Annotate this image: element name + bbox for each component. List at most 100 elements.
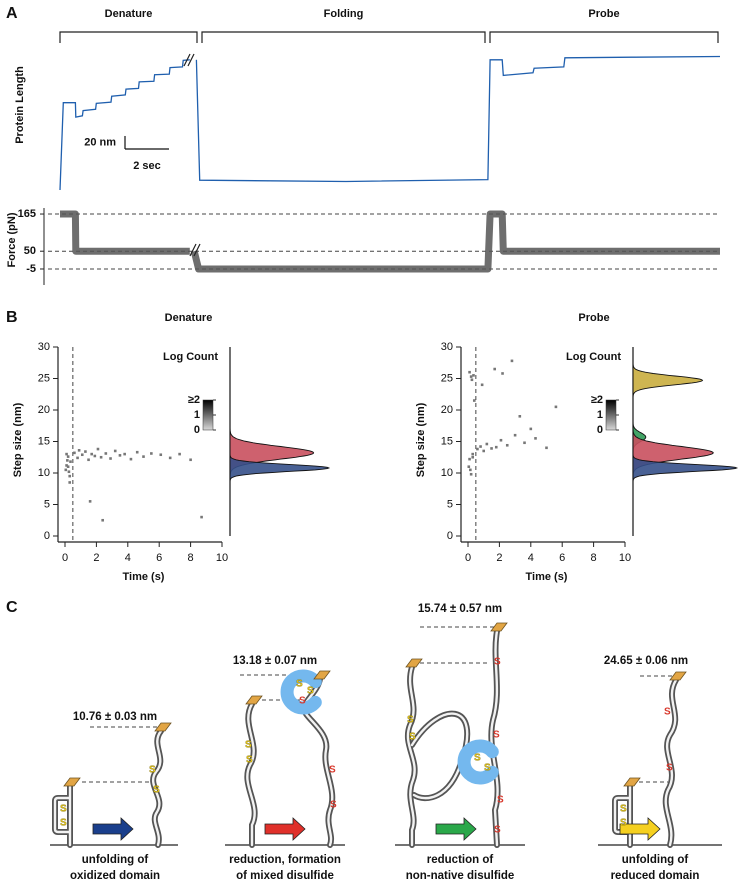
colorbar-label: 1 xyxy=(194,409,200,421)
scatter-point xyxy=(64,468,68,472)
scatter-point xyxy=(472,399,476,402)
y-tick-label: 0 xyxy=(447,530,453,542)
scatter-point xyxy=(87,458,90,462)
scatter-point xyxy=(68,481,72,484)
protein-chain xyxy=(55,786,70,845)
x-tick-label: 4 xyxy=(125,552,131,564)
colorbar xyxy=(605,399,617,431)
scatter-point xyxy=(76,456,79,460)
x-tick-label: 6 xyxy=(156,552,162,564)
y-tick-label: 10 xyxy=(441,467,453,479)
phase-bracket xyxy=(489,31,719,43)
histogram-fit xyxy=(632,347,739,536)
scatter-point xyxy=(109,457,112,460)
scatter-point xyxy=(104,452,108,455)
x-tick-label: 8 xyxy=(591,552,597,564)
sulfur: S xyxy=(474,753,481,764)
step-distance: 15.74 ± 0.57 nm xyxy=(418,603,502,615)
scatter-point xyxy=(142,455,145,458)
step-distance: 24.65 ± 0.06 nm xyxy=(604,655,688,667)
sulfur: S xyxy=(153,785,160,796)
scatter-point xyxy=(545,446,548,450)
step-caption: unfolding of xyxy=(622,854,689,866)
colorbar-label: 1 xyxy=(597,409,603,421)
scatter-point xyxy=(472,374,475,377)
sulfur: S xyxy=(409,732,416,743)
attachment xyxy=(405,658,423,668)
sulfur: S xyxy=(497,795,504,806)
scatter-point xyxy=(101,518,104,522)
colorbar-label: 0 xyxy=(597,424,603,436)
attachment xyxy=(669,671,687,681)
x-tick-label: 4 xyxy=(528,552,534,564)
chart-title: Probe xyxy=(578,312,609,324)
scatter-point xyxy=(90,452,93,456)
scatter-point xyxy=(77,449,81,452)
phase-label: Probe xyxy=(588,8,619,20)
panel-label: A xyxy=(6,5,18,22)
sulfur: S xyxy=(246,755,253,766)
y-tick-label: -5 xyxy=(26,263,36,275)
sulfur: S xyxy=(664,707,671,718)
scatter-point xyxy=(501,372,504,375)
colorbar-label: ≥2 xyxy=(188,394,200,406)
y-axis-label: Force (pN) xyxy=(6,212,18,267)
y-tick-label: 15 xyxy=(38,435,50,447)
x-axis-label: Time (s) xyxy=(123,571,165,583)
arrow xyxy=(92,817,134,841)
scatter-point xyxy=(490,447,493,450)
scatter-point xyxy=(479,445,482,448)
sulfur: S xyxy=(60,818,67,829)
colorbar-label: ≥2 xyxy=(591,394,603,406)
scatter-point xyxy=(66,455,70,458)
attachment xyxy=(490,622,508,632)
y-axis-label: Step size (nm) xyxy=(12,402,24,477)
scatter-point xyxy=(510,359,514,363)
panel-label: C xyxy=(6,599,18,616)
scatter-point xyxy=(468,457,471,461)
step-caption: reduction of xyxy=(427,854,494,866)
attachment xyxy=(63,777,81,787)
scatter-point xyxy=(480,383,484,387)
protein-chain-group xyxy=(615,777,641,845)
scatter-point xyxy=(99,455,103,459)
scatter-point xyxy=(168,456,172,460)
scatter-point xyxy=(494,445,498,449)
phase-bracket xyxy=(59,31,198,43)
scatter-point xyxy=(499,438,503,442)
scatter-point xyxy=(523,441,526,445)
scatter-point xyxy=(65,464,68,467)
scatter-point xyxy=(123,452,126,456)
y-tick-label: 5 xyxy=(44,498,50,510)
x-tick-label: 10 xyxy=(619,552,631,564)
scatter-point xyxy=(493,367,496,371)
phase-label: Folding xyxy=(324,8,364,20)
y-tick-label: 10 xyxy=(38,467,50,479)
arrow xyxy=(264,817,306,841)
x-tick-label: 8 xyxy=(188,552,194,564)
scatter-point xyxy=(476,447,479,451)
force-trace xyxy=(60,210,720,273)
scatter-point xyxy=(93,454,97,458)
scatter-point xyxy=(485,442,489,446)
panel-label: B xyxy=(6,309,18,326)
axis-break xyxy=(189,243,201,257)
scatter-point xyxy=(129,457,133,461)
step-caption: unfolding of xyxy=(82,854,149,866)
scatter-point xyxy=(505,443,509,447)
y-tick-label: 5 xyxy=(447,498,453,510)
scatter-point xyxy=(96,447,100,451)
sulfur: S xyxy=(620,818,627,829)
y-tick-label: 30 xyxy=(38,341,50,353)
diagram: S S S S S S S S S S S S S S S S S S S S … xyxy=(50,603,722,882)
arrow xyxy=(619,817,661,841)
y-axis-label: Protein Length xyxy=(14,66,26,144)
attachment xyxy=(245,695,263,705)
x-tick-label: 2 xyxy=(496,552,502,564)
sulfur: S xyxy=(493,730,500,741)
scatter-point xyxy=(69,460,72,463)
scatter-point xyxy=(189,458,192,462)
y-tick-label: 25 xyxy=(38,372,50,384)
chart-title: Denature xyxy=(165,312,213,324)
